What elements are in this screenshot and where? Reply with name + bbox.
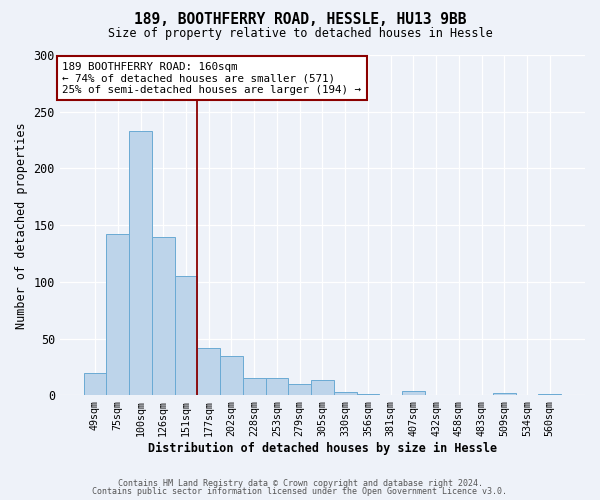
Y-axis label: Number of detached properties: Number of detached properties [15, 122, 28, 328]
Text: Size of property relative to detached houses in Hessle: Size of property relative to detached ho… [107, 28, 493, 40]
Text: Contains public sector information licensed under the Open Government Licence v3: Contains public sector information licen… [92, 488, 508, 496]
Bar [243, 378, 266, 396]
X-axis label: Distribution of detached houses by size in Hessle: Distribution of detached houses by size … [148, 442, 497, 455]
Bar [266, 378, 288, 396]
Bar [311, 380, 334, 396]
Bar [220, 356, 243, 396]
Bar [129, 131, 152, 396]
Text: 189 BOOTHFERRY ROAD: 160sqm
← 74% of detached houses are smaller (571)
25% of se: 189 BOOTHFERRY ROAD: 160sqm ← 74% of det… [62, 62, 361, 95]
Bar [106, 234, 129, 396]
Bar [356, 394, 379, 396]
Bar [83, 373, 106, 396]
Text: Contains HM Land Registry data © Crown copyright and database right 2024.: Contains HM Land Registry data © Crown c… [118, 478, 482, 488]
Bar [402, 391, 425, 396]
Bar [197, 348, 220, 396]
Text: 189, BOOTHFERRY ROAD, HESSLE, HU13 9BB: 189, BOOTHFERRY ROAD, HESSLE, HU13 9BB [134, 12, 466, 28]
Bar [334, 392, 356, 396]
Bar [538, 394, 561, 396]
Bar [152, 236, 175, 396]
Bar [288, 384, 311, 396]
Bar [493, 393, 515, 396]
Bar [175, 276, 197, 396]
